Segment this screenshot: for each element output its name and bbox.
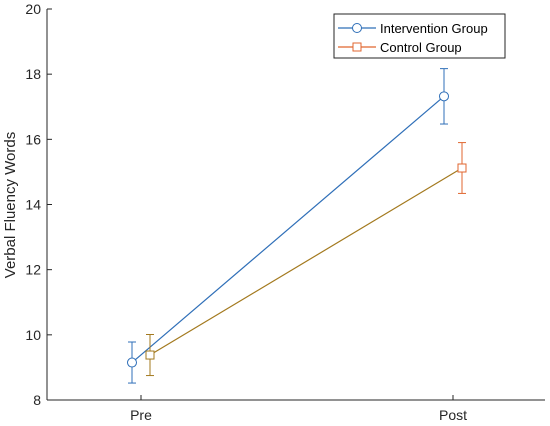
y-ticks: 8 10 12 14 16 18 20 (25, 1, 52, 408)
x-tick-label: Post (439, 407, 467, 423)
data-point (457, 163, 467, 173)
legend-marker (352, 23, 362, 33)
y-tick-label: 18 (25, 66, 41, 82)
data-point (439, 91, 449, 102)
series-control (145, 142, 467, 377)
y-tick-label: 8 (33, 392, 41, 408)
series-layer (127, 68, 467, 384)
x-tick-label: Pre (130, 407, 152, 423)
legend-marker (352, 42, 362, 52)
legend-label: Intervention Group (380, 21, 488, 36)
axes (46, 9, 545, 401)
series-line (131, 95, 445, 363)
y-tick-label: 12 (25, 262, 41, 278)
y-axis-label: Verbal Fluency Words (2, 132, 19, 278)
legend: Intervention Group Control Group (333, 13, 506, 59)
y-tick-label: 16 (25, 131, 41, 147)
x-ticks: Pre Post (130, 395, 467, 423)
data-point (145, 350, 155, 360)
y-tick-label: 10 (25, 327, 41, 343)
legend-label: Control Group (380, 40, 462, 55)
series-intervention (127, 68, 449, 384)
legend-box (333, 13, 506, 59)
data-point (127, 357, 137, 368)
y-tick-label: 20 (25, 1, 41, 17)
series-line (149, 167, 463, 356)
y-tick-label: 14 (25, 197, 41, 213)
